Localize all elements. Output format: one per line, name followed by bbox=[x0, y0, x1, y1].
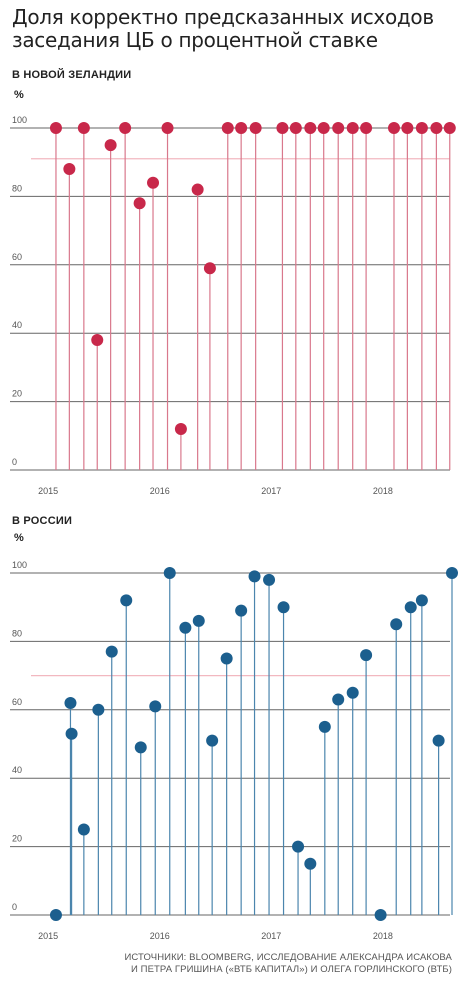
ru-data-point bbox=[304, 857, 317, 870]
ru-x-tick-label: 2015 bbox=[38, 931, 58, 941]
ru-y-tick-label: 60 bbox=[12, 697, 22, 707]
ru-data-point bbox=[346, 686, 359, 699]
nz-data-point bbox=[174, 422, 187, 435]
ru-data-point bbox=[163, 567, 176, 579]
nz-data-point bbox=[276, 122, 289, 134]
nz-y-tick-label: 100 bbox=[12, 115, 27, 125]
nz-data-point bbox=[191, 183, 204, 196]
ru-data-point bbox=[206, 734, 219, 747]
nz-data-point bbox=[147, 176, 160, 189]
ru-data-point bbox=[192, 614, 205, 627]
ru-chart-title: В РОССИИ bbox=[12, 515, 73, 527]
source-note: ИСТОЧНИКИ: BLOOMBERG, ИССЛЕДОВАНИЕ АЛЕКС… bbox=[12, 952, 452, 976]
ru-data-point bbox=[390, 618, 403, 631]
nz-data-point bbox=[443, 122, 456, 134]
nz-data-point bbox=[235, 122, 248, 134]
nz-data-point bbox=[346, 122, 359, 134]
ru-data-point bbox=[248, 570, 261, 583]
ru-y-tick-label: 40 bbox=[12, 765, 22, 775]
nz-x-tick-label: 2017 bbox=[261, 486, 281, 496]
ru-x-tick-label: 2018 bbox=[373, 931, 393, 941]
nz-chart-title: В НОВОЙ ЗЕЛАНДИИ bbox=[12, 69, 132, 81]
ru-data-point bbox=[92, 703, 105, 716]
source-line-2: И ПЕТРА ГРИШИНА («ВТБ КАПИТАЛ») И ОЛЕГА … bbox=[130, 964, 452, 975]
ru-data-point bbox=[277, 601, 290, 614]
nz-x-tick-label: 2016 bbox=[150, 486, 170, 496]
nz-x-tick-label: 2018 bbox=[373, 486, 393, 496]
nz-y-tick-label: 40 bbox=[12, 320, 22, 330]
nz-y-tick-label: 0 bbox=[12, 457, 17, 467]
ru-data-point bbox=[134, 741, 147, 754]
nz-data-point bbox=[332, 122, 345, 134]
nz-data-point bbox=[415, 122, 428, 134]
nz-data-point bbox=[430, 122, 443, 134]
ru-data-point bbox=[446, 567, 458, 579]
nz-y-tick-label: 80 bbox=[12, 183, 22, 193]
ru-data-point bbox=[432, 734, 445, 747]
nz-y-tick-label: 20 bbox=[12, 389, 22, 399]
ru-data-point bbox=[263, 573, 276, 586]
ru-y-tick-label: 100 bbox=[12, 560, 27, 570]
nz-data-point bbox=[119, 122, 132, 134]
ru-data-point bbox=[149, 700, 162, 713]
nz-data-point bbox=[91, 334, 104, 347]
source-line-1: ИСТОЧНИКИ: BLOOMBERG, ИССЛЕДОВАНИЕ АЛЕКС… bbox=[124, 952, 452, 963]
ru-y-tick-label: 0 bbox=[12, 902, 17, 912]
nz-data-point bbox=[49, 122, 62, 134]
ru-data-point bbox=[179, 621, 192, 634]
nz-data-point bbox=[221, 122, 234, 134]
nz-data-point bbox=[203, 262, 216, 275]
nz-data-point bbox=[63, 163, 76, 176]
ru-data-point bbox=[105, 645, 118, 658]
nz-data-point bbox=[104, 139, 117, 152]
nz-data-point bbox=[317, 122, 330, 134]
ru-data-point bbox=[64, 696, 77, 709]
ru-data-point bbox=[332, 693, 345, 706]
ru-y-tick-label: 80 bbox=[12, 628, 22, 638]
ru-data-point bbox=[120, 594, 133, 607]
ru-data-point bbox=[374, 909, 387, 921]
ru-data-point bbox=[415, 594, 428, 607]
nz-data-point bbox=[161, 122, 174, 134]
ru-data-point bbox=[220, 652, 233, 665]
nz-data-point bbox=[77, 122, 90, 134]
ru-data-point bbox=[360, 649, 373, 662]
ru-x-tick-label: 2017 bbox=[261, 931, 281, 941]
ru-data-point bbox=[77, 823, 90, 836]
nz-data-point bbox=[387, 122, 400, 134]
ru-data-point bbox=[404, 601, 417, 614]
nz-data-point bbox=[133, 197, 146, 210]
ru-y-unit: % bbox=[14, 532, 24, 544]
nz-data-point bbox=[360, 122, 373, 134]
page-title: Доля корректно предсказанных исходов зас… bbox=[12, 5, 434, 52]
nz-y-unit: % bbox=[14, 89, 24, 101]
nz-x-tick-label: 2015 bbox=[38, 486, 58, 496]
ru-chart: 0 20 40 60 80 100 2015 2016 2017 2018 bbox=[10, 560, 458, 941]
nz-data-point bbox=[401, 122, 414, 134]
nz-data-point bbox=[289, 122, 302, 134]
ru-data-point bbox=[65, 727, 78, 740]
ru-data-point bbox=[235, 604, 248, 617]
nz-chart: 0 20 40 60 80 100 2015 2016 2017 2018 bbox=[10, 115, 456, 496]
nz-data-point bbox=[249, 122, 262, 134]
nz-y-tick-label: 60 bbox=[12, 252, 22, 262]
ru-data-point bbox=[49, 909, 62, 921]
nz-data-point bbox=[304, 122, 317, 134]
ru-data-point bbox=[292, 840, 305, 853]
ru-x-tick-label: 2016 bbox=[150, 931, 170, 941]
ru-y-tick-label: 20 bbox=[12, 834, 22, 844]
ru-data-point bbox=[318, 720, 331, 733]
